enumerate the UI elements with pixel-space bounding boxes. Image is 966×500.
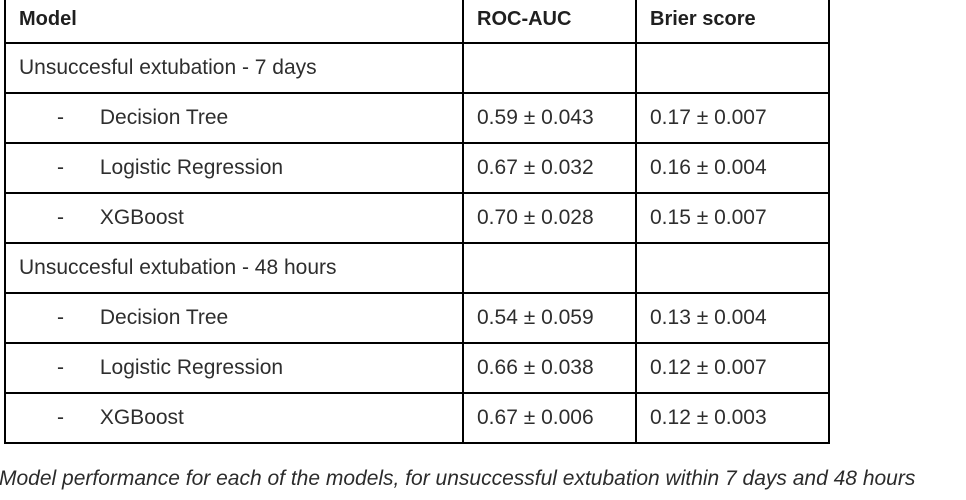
brier-score-value: 0.12 ± 0.007 [635, 342, 830, 394]
brier-score-value: 0.15 ± 0.007 [635, 192, 830, 244]
empty-cell [635, 242, 830, 294]
brier-score-value: 0.12 ± 0.003 [635, 392, 830, 444]
table-header-row: Model ROC-AUC Brier score [4, 0, 830, 44]
table-row-48h-decision-tree: - Decision Tree 0.54 ± 0.059 0.13 ± 0.00… [4, 292, 830, 344]
roc-auc-value: 0.67 ± 0.032 [462, 142, 637, 194]
column-header-brier-score: Brier score [635, 0, 830, 44]
model-cell: - XGBoost [4, 192, 464, 244]
roc-auc-value: 0.66 ± 0.038 [462, 342, 637, 394]
model-performance-table: Model ROC-AUC Brier score Unsuccesful ex… [4, 0, 830, 444]
model-name: Logistic Regression [99, 156, 284, 180]
model-cell: - Logistic Regression [4, 142, 464, 194]
brier-score-value: 0.17 ± 0.007 [635, 92, 830, 144]
list-dash: - [57, 356, 64, 380]
model-cell: - Decision Tree [4, 92, 464, 144]
empty-cell [635, 42, 830, 94]
model-name: XGBoost [99, 406, 184, 430]
model-cell: - XGBoost [4, 392, 464, 444]
section-heading-row-48-hours: Unsuccesful extubation - 48 hours [4, 242, 830, 294]
brier-score-value: 0.13 ± 0.004 [635, 292, 830, 344]
roc-auc-value: 0.70 ± 0.028 [462, 192, 637, 244]
section-heading-row-7-days: Unsuccesful extubation - 7 days [4, 42, 830, 94]
model-name: Decision Tree [99, 106, 229, 130]
list-dash: - [57, 206, 64, 230]
table-row-7d-logistic-regression: - Logistic Regression 0.67 ± 0.032 0.16 … [4, 142, 830, 194]
section-heading-48-hours: Unsuccesful extubation - 48 hours [4, 242, 464, 294]
model-cell: - Logistic Regression [4, 342, 464, 394]
column-header-roc-auc: ROC-AUC [462, 0, 637, 44]
list-dash: - [57, 156, 64, 180]
roc-auc-value: 0.54 ± 0.059 [462, 292, 637, 344]
model-name: Logistic Regression [99, 356, 284, 380]
table-row-48h-xgboost: - XGBoost 0.67 ± 0.006 0.12 ± 0.003 [4, 392, 830, 444]
brier-score-value: 0.16 ± 0.004 [635, 142, 830, 194]
empty-cell [462, 42, 637, 94]
model-cell: - Decision Tree [4, 292, 464, 344]
table-row-48h-logistic-regression: - Logistic Regression 0.66 ± 0.038 0.12 … [4, 342, 830, 394]
list-dash: - [57, 406, 64, 430]
column-header-model: Model [4, 0, 464, 44]
list-dash: - [57, 106, 64, 130]
empty-cell [462, 242, 637, 294]
table-caption: Model performance for each of the models… [0, 467, 916, 490]
roc-auc-value: 0.67 ± 0.006 [462, 392, 637, 444]
list-dash: - [57, 306, 64, 330]
table-row-7d-xgboost: - XGBoost 0.70 ± 0.028 0.15 ± 0.007 [4, 192, 830, 244]
section-heading-7-days: Unsuccesful extubation - 7 days [4, 42, 464, 94]
roc-auc-value: 0.59 ± 0.043 [462, 92, 637, 144]
model-name: Decision Tree [99, 306, 229, 330]
table-row-7d-decision-tree: - Decision Tree 0.59 ± 0.043 0.17 ± 0.00… [4, 92, 830, 144]
model-name: XGBoost [99, 206, 184, 230]
